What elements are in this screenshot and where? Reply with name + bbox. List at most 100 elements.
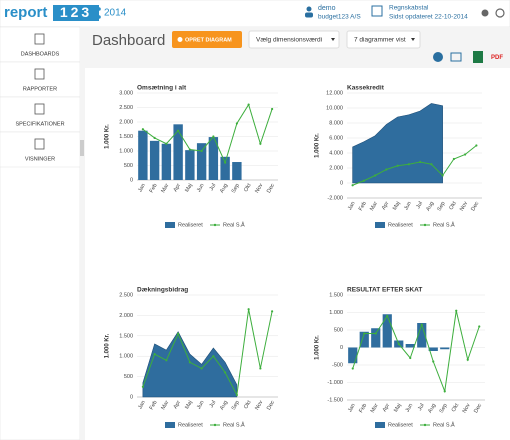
line-marker — [235, 122, 238, 125]
line-marker — [259, 367, 262, 370]
year[interactable]: 2014 — [104, 8, 127, 19]
x-tick-label: Apr — [173, 400, 183, 411]
y-tick-label: 8.000 — [329, 120, 343, 126]
x-tick-label: Jun — [405, 403, 415, 414]
caret — [411, 38, 415, 41]
y-tick-label: 1.000 — [119, 148, 133, 154]
x-tick-label: Feb — [149, 183, 159, 194]
charts-shown-label[interactable]: 7 diagrammer vist — [354, 37, 406, 44]
x-tick-label: Dec — [266, 400, 276, 412]
sidebar-item[interactable] — [0, 61, 81, 98]
y-tick-label: 1.500 — [119, 134, 133, 140]
charts-shown-select[interactable] — [346, 30, 421, 49]
sidebar-item[interactable] — [0, 26, 81, 63]
line-marker — [409, 356, 412, 360]
x-tick-label: Nov — [254, 400, 264, 412]
y-tick-label: 1.500 — [119, 333, 133, 339]
x-tick-label: Maj — [184, 400, 194, 411]
y-axis-label: 1.000 Kr. — [105, 124, 111, 149]
line-marker — [374, 332, 377, 335]
logo-number: 123 — [60, 4, 92, 20]
sidebar-label[interactable]: DASHBOARDS — [21, 51, 60, 57]
x-tick-label: Mar — [370, 403, 380, 414]
legend-swatch — [423, 223, 427, 227]
line-marker — [374, 174, 377, 177]
y-tick-label: -1.000 — [327, 380, 343, 386]
x-tick-label: Maj — [184, 183, 194, 194]
x-tick-label: Feb — [358, 403, 368, 414]
y-tick-label: 2.000 — [119, 313, 133, 319]
x-tick-label: Aug — [425, 201, 435, 212]
sidebar-icon — [34, 33, 45, 45]
sidebar-item[interactable] — [0, 96, 81, 133]
dimension-select[interactable] — [248, 30, 340, 49]
print-icon[interactable] — [450, 52, 462, 62]
share-icon[interactable] — [91, 7, 101, 19]
bar — [405, 344, 415, 348]
line-marker — [247, 308, 250, 311]
sidebar-item[interactable] — [0, 131, 81, 168]
legend-swatch — [213, 423, 217, 427]
line-marker — [363, 332, 366, 335]
create-button-label[interactable]: OPRET DIAGRAM — [185, 37, 232, 43]
y-tick-label: 0 — [340, 345, 343, 351]
x-tick-label: Apr — [381, 201, 391, 212]
line-marker — [419, 160, 422, 164]
legend-label: Real S.Å — [433, 221, 455, 228]
y-tick-label: 2.500 — [119, 292, 133, 298]
line-marker — [396, 164, 399, 167]
pdf-icon[interactable]: PDF — [491, 55, 503, 61]
legend-swatch — [213, 223, 217, 227]
line-marker — [386, 314, 389, 318]
line-marker — [455, 309, 458, 312]
settings-icon[interactable] — [481, 9, 489, 17]
y-tick-label: 2.000 — [329, 165, 343, 171]
create-button[interactable] — [172, 31, 242, 48]
x-tick-label: Okt — [243, 182, 253, 193]
line-marker — [212, 355, 215, 358]
x-tick-label: Nov — [459, 201, 469, 213]
power-icon[interactable] — [495, 8, 505, 18]
x-tick-label: Jul — [209, 183, 218, 192]
dimension-select-label[interactable]: Vælg dimensionsværdi — [256, 37, 322, 44]
line-marker — [478, 325, 481, 328]
sidebar-icon — [34, 138, 45, 150]
source[interactable]: Regnskabstal — [389, 5, 429, 12]
chart: Omsætning i alt 1.000 Kr. 0 500 1.000 1.500 2.… — [105, 85, 278, 228]
bar — [359, 331, 369, 348]
excel-icon[interactable] — [473, 51, 483, 63]
sidebar-label[interactable]: VISNINGER — [25, 156, 55, 162]
x-tick-label: Aug — [427, 403, 437, 414]
sidebar-toggle[interactable] — [80, 140, 84, 156]
chart-title: Dækningsbidrag — [137, 287, 188, 294]
bar — [371, 328, 381, 348]
bar — [428, 347, 438, 351]
chart: RESULTAT EFTER SKAT 1.000 Kr. -1.500 -1.000… — [315, 287, 485, 428]
sidebar-items: DASHBOARDS RAPPORTER SPECIFIKATIONER VISNIN… — [0, 26, 81, 168]
x-tick-label: Dec — [473, 403, 483, 415]
x-tick-label: Okt — [448, 200, 458, 211]
y-tick-label: 500 — [334, 327, 343, 333]
chart-title: RESULTAT EFTER SKAT — [347, 287, 422, 294]
x-tick-label: Sep — [231, 400, 241, 411]
line-marker — [397, 342, 400, 346]
x-tick-label: Jun — [403, 201, 413, 212]
bar — [185, 150, 195, 180]
x-tick-label: Jan — [137, 183, 147, 194]
help-icon[interactable] — [433, 52, 443, 62]
bar — [149, 140, 160, 180]
legend-label: Real S.Å — [433, 421, 455, 428]
line-marker — [224, 161, 227, 164]
line-marker — [452, 157, 455, 161]
user-name[interactable]: demo — [318, 5, 336, 12]
line — [142, 309, 273, 397]
x-tick-label: Mar — [160, 400, 170, 411]
x-tick-label: Jul — [417, 403, 426, 412]
bar — [220, 156, 230, 180]
legend-label: Realiseret — [178, 222, 203, 228]
sidebar-label[interactable]: SPECIFIKATIONER — [15, 121, 64, 127]
x-tick-label: Nov — [462, 403, 472, 415]
sidebar-label[interactable]: RAPPORTER — [23, 86, 57, 92]
x-tick-label: Maj — [392, 201, 402, 212]
y-tick-label: 1.500 — [329, 292, 343, 298]
